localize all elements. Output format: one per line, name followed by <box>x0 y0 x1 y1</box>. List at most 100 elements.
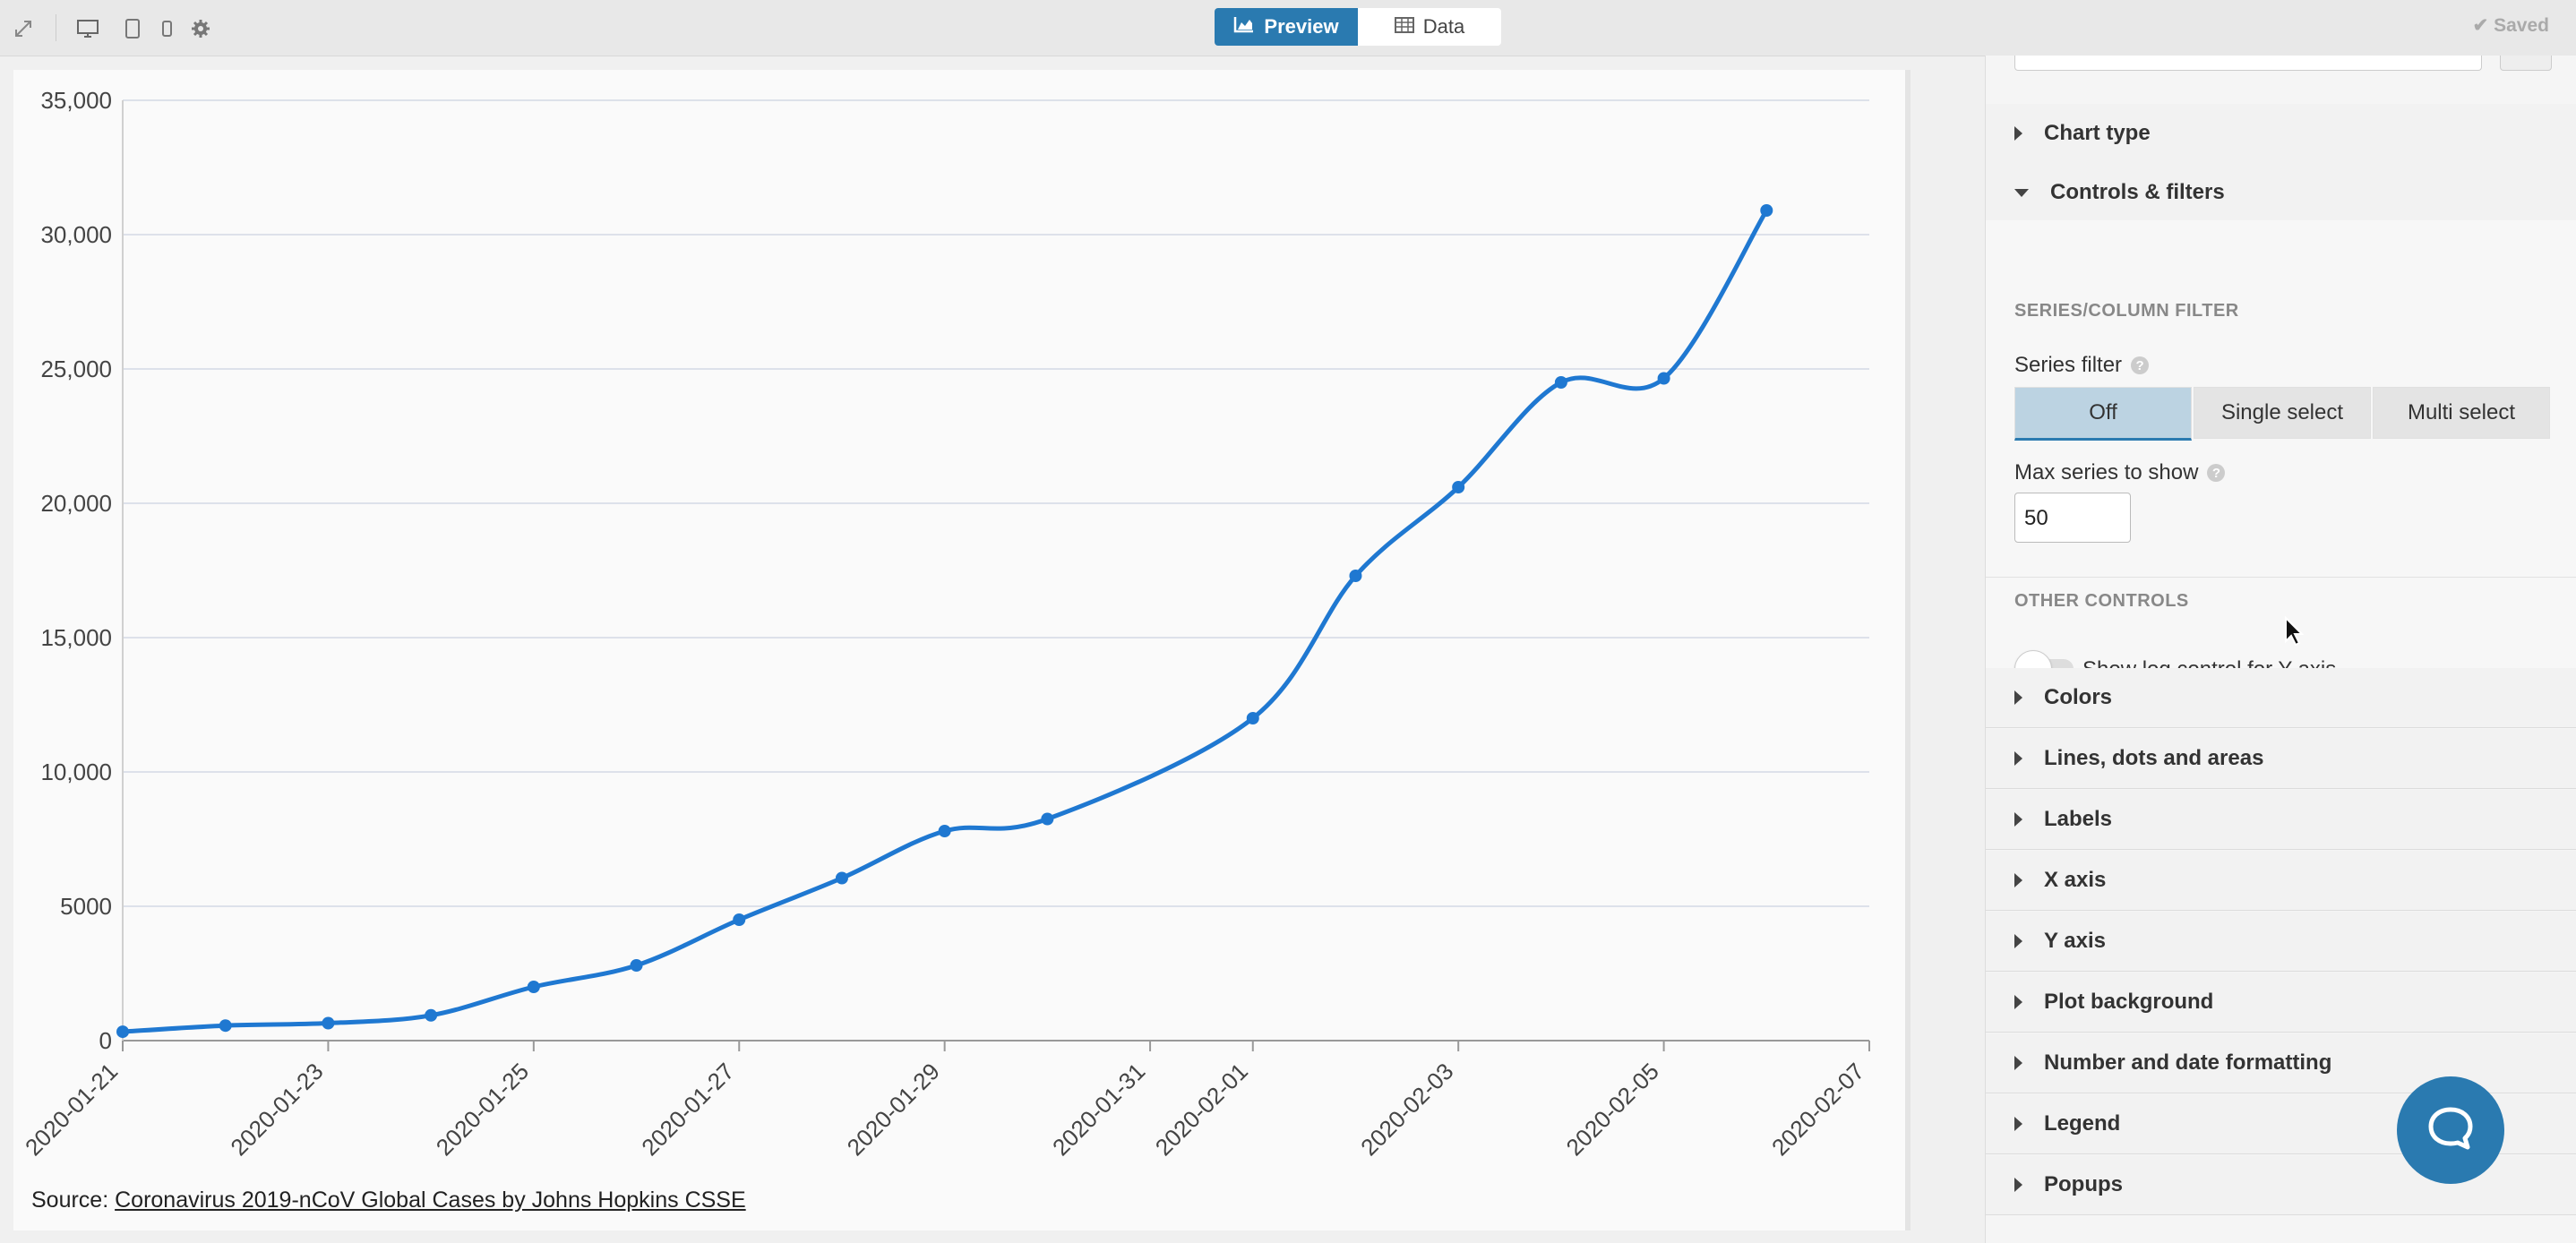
section-colors[interactable]: Colors <box>1986 668 2576 728</box>
caret-right-icon <box>2014 690 2022 705</box>
x-tick-label: 2020-01-21 <box>20 1058 123 1161</box>
y-tick-label: 5000 <box>60 893 112 920</box>
partial-button[interactable] <box>2500 56 2552 71</box>
x-tick-label: 2020-02-01 <box>1150 1058 1253 1161</box>
y-tick-label: 25,000 <box>40 356 112 382</box>
x-tick-label: 2020-02-03 <box>1355 1058 1458 1161</box>
max-series-label: Max series to show ? <box>2014 460 2226 485</box>
section-chart-type[interactable]: Chart type <box>1986 104 2576 164</box>
max-series-text: Max series to show <box>2014 460 2199 484</box>
caret-right-icon <box>2014 934 2022 948</box>
section-lines-dots-and-areas[interactable]: Lines, dots and areas <box>1986 729 2576 789</box>
y-tick-label: 30,000 <box>40 221 112 248</box>
data-point <box>1041 812 1054 826</box>
y-tick-label: 35,000 <box>40 87 112 114</box>
section-number-and-date-formatting[interactable]: Number and date formatting <box>1986 1033 2576 1093</box>
caret-right-icon <box>2014 873 2022 887</box>
x-tick-label: 2020-02-05 <box>1561 1058 1664 1161</box>
chart-source: Source: Coronavirus 2019-nCoV Global Cas… <box>31 1187 746 1213</box>
section-controls-filters[interactable]: Controls & filters <box>1986 163 2576 223</box>
series-filter-single[interactable]: Single select <box>2194 387 2371 439</box>
data-point <box>630 959 643 972</box>
data-point <box>1554 376 1567 389</box>
chat-button[interactable] <box>2397 1076 2504 1184</box>
partial-input-field[interactable] <box>2014 56 2482 71</box>
data-point <box>425 1008 438 1022</box>
help-icon[interactable]: ? <box>2207 464 2226 482</box>
section-x-axis[interactable]: X axis <box>1986 851 2576 911</box>
caret-right-icon <box>2014 751 2022 766</box>
caret-right-icon <box>2014 1178 2022 1192</box>
divider <box>1986 577 2576 578</box>
data-point <box>1452 481 1465 493</box>
caret-right-icon <box>2014 812 2022 827</box>
saved-status: ✔ Saved <box>2473 14 2549 37</box>
section-label: Controls & filters <box>2050 180 2225 204</box>
section-label: Popups <box>2044 1172 2123 1196</box>
max-series-input[interactable]: 50 <box>2014 493 2131 543</box>
section-label: Legend <box>2044 1111 2121 1136</box>
x-tick-label: 2020-01-25 <box>431 1058 534 1161</box>
data-point <box>116 1025 129 1039</box>
expand-icon[interactable] <box>11 16 36 41</box>
series-filter-text: Series filter <box>2014 353 2123 377</box>
top-toolbar: Preview Data ✔ Saved <box>0 0 2576 56</box>
series-column-filter-heading: SERIES/COLUMN FILTER <box>2014 301 2239 321</box>
data-point <box>1760 204 1773 217</box>
section-label: Labels <box>2044 807 2113 831</box>
x-tick-label: 2020-01-27 <box>636 1058 739 1161</box>
gear-icon[interactable] <box>188 16 213 41</box>
series-filter-label: Series filter ? <box>2014 353 2150 378</box>
chart-icon <box>1233 15 1255 39</box>
x-tick-label: 2020-01-29 <box>842 1058 945 1161</box>
preview-label: Preview <box>1264 15 1339 38</box>
y-tick-label: 0 <box>99 1027 112 1054</box>
caret-down-icon <box>2014 188 2029 197</box>
tablet-icon[interactable] <box>120 16 145 41</box>
other-controls-heading: OTHER CONTROLS <box>2014 591 2189 611</box>
section-label: Y axis <box>2044 929 2106 953</box>
controls-filters-panel: SERIES/COLUMN FILTER Series filter ? Off… <box>1986 220 2576 688</box>
x-tick-label: 2020-01-23 <box>225 1058 328 1161</box>
preview-tab[interactable]: Preview <box>1215 8 1358 46</box>
view-toggle: Preview Data <box>1215 8 1501 46</box>
desktop-icon[interactable] <box>75 16 100 41</box>
series-line <box>122 209 1769 1034</box>
chat-bubble-icon <box>2426 1104 2475 1157</box>
series-filter-selector: Off Single select Multi select <box>2014 387 2552 441</box>
source-prefix: Source: <box>31 1187 109 1213</box>
source-link[interactable]: Coronavirus 2019-nCoV Global Cases by Jo… <box>115 1187 746 1213</box>
help-icon[interactable]: ? <box>2131 356 2150 374</box>
section-labels[interactable]: Labels <box>1986 790 2576 850</box>
mouse-cursor-icon <box>2284 615 2305 651</box>
data-point <box>733 913 746 926</box>
section-y-axis[interactable]: Y axis <box>1986 912 2576 972</box>
data-tab[interactable]: Data <box>1358 8 1501 46</box>
section-label: Chart type <box>2044 121 2151 145</box>
section-label: Lines, dots and areas <box>2044 746 2264 770</box>
section-label: X axis <box>2044 868 2107 892</box>
data-label: Data <box>1422 15 1465 38</box>
data-point <box>1657 372 1670 385</box>
caret-right-icon <box>2014 1117 2022 1131</box>
data-point <box>835 871 848 885</box>
data-point <box>219 1019 232 1033</box>
editor-sidebar: Chart type Controls & filters SERIES/COL… <box>1985 56 2576 1243</box>
saved-label: Saved <box>2494 15 2549 36</box>
x-tick-label: 2020-02-07 <box>1766 1058 1869 1161</box>
mobile-icon[interactable] <box>154 16 179 41</box>
caret-right-icon <box>2014 1056 2022 1070</box>
data-point <box>1246 712 1259 724</box>
data-point <box>322 1016 335 1030</box>
y-tick-label: 20,000 <box>40 490 112 517</box>
series-filter-multi[interactable]: Multi select <box>2373 387 2550 439</box>
series-filter-off[interactable]: Off <box>2014 387 2192 441</box>
data-point <box>938 825 951 837</box>
data-point <box>527 981 540 993</box>
chart-preview: 0 5000 10,000 15,000 20,000 25,000 30,000 35,00… <box>13 70 1911 1230</box>
section-label: Plot background <box>2044 990 2214 1014</box>
section-label: Number and date formatting <box>2044 1050 2332 1075</box>
y-tick-label: 15,000 <box>40 624 112 651</box>
section-plot-background[interactable]: Plot background <box>1986 973 2576 1033</box>
checkmark-icon: ✔ <box>2472 15 2489 36</box>
